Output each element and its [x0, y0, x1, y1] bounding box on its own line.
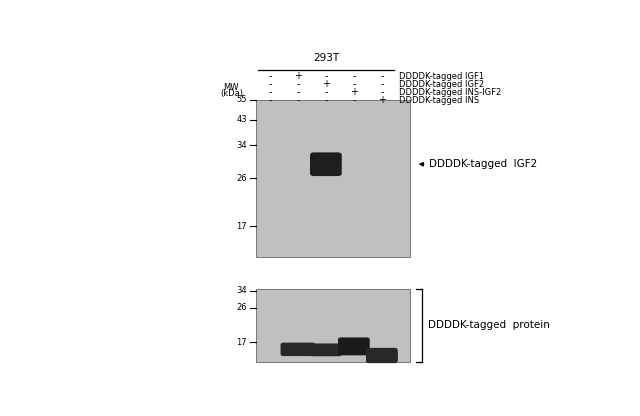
- Text: DDDDK-tagged INS-IGF2: DDDDK-tagged INS-IGF2: [399, 88, 502, 97]
- Text: 34: 34: [237, 141, 247, 150]
- FancyBboxPatch shape: [338, 337, 370, 355]
- Text: 26: 26: [237, 303, 247, 312]
- Text: -: -: [324, 71, 328, 81]
- Text: +: +: [378, 95, 386, 105]
- FancyBboxPatch shape: [366, 348, 397, 361]
- Text: (kDa): (kDa): [220, 89, 243, 98]
- FancyBboxPatch shape: [366, 351, 397, 363]
- Text: -: -: [352, 71, 356, 81]
- Text: -: -: [352, 79, 356, 89]
- Text: -: -: [268, 87, 271, 97]
- Text: -: -: [296, 87, 300, 97]
- Text: 293T: 293T: [313, 53, 339, 63]
- Text: 17: 17: [237, 222, 247, 230]
- Text: DDDDK-tagged  IGF2: DDDDK-tagged IGF2: [429, 159, 538, 169]
- Text: +: +: [322, 79, 330, 89]
- Text: 34: 34: [237, 286, 247, 295]
- Text: +: +: [294, 71, 302, 81]
- Bar: [256, 289, 410, 362]
- Text: 26: 26: [237, 173, 247, 183]
- FancyBboxPatch shape: [310, 152, 342, 176]
- Text: -: -: [268, 71, 271, 81]
- Text: -: -: [296, 95, 300, 105]
- FancyBboxPatch shape: [310, 344, 342, 356]
- Text: -: -: [268, 95, 271, 105]
- Text: DDDDK-tagged INS: DDDDK-tagged INS: [399, 96, 479, 105]
- Text: -: -: [324, 87, 328, 97]
- Text: -: -: [296, 79, 300, 89]
- Bar: [256, 99, 410, 257]
- Text: -: -: [352, 95, 356, 105]
- Text: +: +: [350, 87, 358, 97]
- Text: 17: 17: [237, 338, 247, 347]
- Text: MW: MW: [223, 82, 239, 92]
- FancyBboxPatch shape: [280, 343, 316, 356]
- Text: DDDDK-tagged  protein: DDDDK-tagged protein: [428, 320, 550, 330]
- Text: -: -: [324, 95, 328, 105]
- Text: -: -: [380, 71, 383, 81]
- Text: -: -: [380, 87, 383, 97]
- Text: -: -: [380, 79, 383, 89]
- Text: 43: 43: [237, 115, 247, 124]
- Text: DDDDK-tagged IGF1: DDDDK-tagged IGF1: [399, 72, 484, 81]
- Text: DDDDK-tagged IGF2: DDDDK-tagged IGF2: [399, 80, 484, 89]
- Text: -: -: [268, 79, 271, 89]
- Text: 55: 55: [237, 95, 247, 104]
